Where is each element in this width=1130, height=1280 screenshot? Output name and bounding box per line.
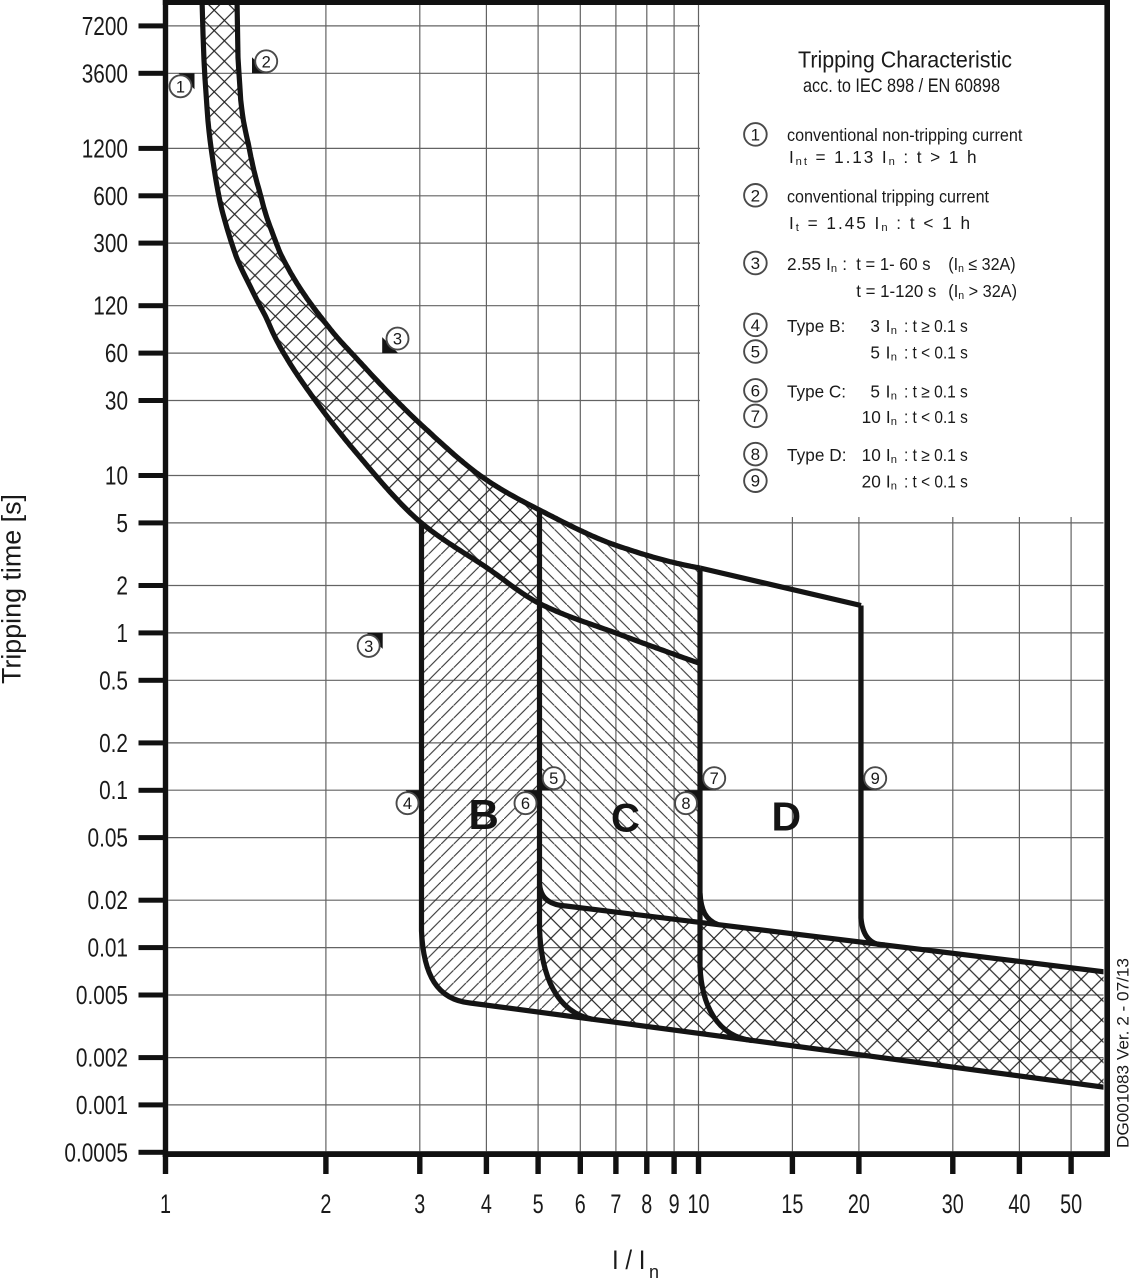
svg-text:Tripping time [s]: Tripping time [s]	[0, 494, 27, 684]
svg-text:7200: 7200	[82, 11, 128, 41]
svg-text:t = 1- 60 s: t = 1- 60 s	[856, 254, 930, 274]
svg-text:8: 8	[751, 445, 760, 464]
svg-text:: t ≥ 0.1 s: : t ≥ 0.1 s	[904, 445, 968, 465]
svg-text:4: 4	[481, 1189, 492, 1219]
svg-text:(In > 32A): (In > 32A)	[948, 281, 1017, 302]
svg-text:8: 8	[681, 795, 690, 813]
svg-text:120: 120	[93, 291, 128, 321]
svg-text:0.0005: 0.0005	[64, 1137, 128, 1167]
svg-text:600: 600	[93, 181, 128, 211]
svg-text:50: 50	[1060, 1189, 1082, 1219]
svg-text:20 In: 20 In	[862, 472, 897, 493]
svg-text:2: 2	[751, 186, 760, 205]
svg-text:10: 10	[105, 461, 128, 491]
svg-text:3: 3	[414, 1189, 425, 1219]
svg-text:4: 4	[751, 316, 760, 335]
svg-text:6: 6	[751, 381, 760, 400]
svg-text:D: D	[771, 793, 801, 839]
svg-text:300: 300	[93, 228, 128, 258]
svg-text:0.001: 0.001	[76, 1090, 128, 1120]
svg-text:5 In: 5 In	[870, 381, 897, 402]
svg-text:5 In: 5 In	[870, 343, 897, 364]
svg-text:It = 1.45 In : t < 1 h: It = 1.45 In : t < 1 h	[789, 213, 970, 234]
svg-text:5: 5	[116, 508, 128, 538]
svg-text:conventional tripping current: conventional tripping current	[787, 186, 989, 206]
svg-text:conventional non-tripping curr: conventional non-tripping current	[787, 125, 1023, 145]
svg-text:20: 20	[848, 1189, 870, 1219]
svg-text:4: 4	[403, 795, 412, 813]
svg-text:1: 1	[116, 618, 128, 648]
svg-text:7: 7	[751, 407, 760, 426]
svg-text:0.005: 0.005	[76, 980, 128, 1010]
svg-text:5: 5	[533, 1189, 544, 1219]
svg-text:n: n	[649, 1262, 659, 1280]
svg-text:5: 5	[549, 770, 558, 788]
svg-text:0.05: 0.05	[88, 823, 129, 853]
svg-text:2: 2	[262, 53, 271, 71]
svg-text:acc. to IEC 898 / EN 60898: acc. to IEC 898 / EN 60898	[803, 75, 1000, 97]
svg-text:1: 1	[176, 78, 185, 96]
svg-text:10 In: 10 In	[862, 407, 897, 428]
svg-text:30: 30	[942, 1189, 964, 1219]
svg-text:1200: 1200	[82, 133, 128, 163]
svg-text:9: 9	[669, 1189, 680, 1219]
svg-text:: t ≥ 0.1 s: : t ≥ 0.1 s	[904, 316, 968, 336]
svg-text:DG001083 Ver. 2 - 07/13: DG001083 Ver. 2 - 07/13	[1114, 958, 1130, 1148]
svg-text:: t < 0.1 s: : t < 0.1 s	[904, 343, 968, 363]
svg-text:0.2: 0.2	[99, 728, 128, 758]
svg-text:Int = 1.13 In : t > 1 h: Int = 1.13 In : t > 1 h	[789, 147, 977, 168]
svg-text:7: 7	[710, 770, 719, 788]
svg-text:3: 3	[393, 331, 402, 349]
svg-text:6: 6	[521, 795, 530, 813]
svg-text:0.5: 0.5	[99, 665, 128, 695]
svg-text:5: 5	[751, 343, 760, 362]
svg-text:60: 60	[105, 338, 128, 368]
svg-text:0.01: 0.01	[88, 933, 129, 963]
svg-text:15: 15	[781, 1189, 803, 1219]
svg-text:2: 2	[116, 571, 128, 601]
svg-text:1: 1	[751, 125, 760, 144]
svg-text:t = 1-120 s: t = 1-120 s	[856, 281, 936, 301]
svg-text:3600: 3600	[82, 58, 128, 88]
svg-text:(In ≤ 32A): (In ≤ 32A)	[948, 254, 1015, 275]
svg-text:Type C:: Type C:	[787, 381, 846, 401]
svg-text:0.02: 0.02	[88, 885, 129, 915]
svg-text:: t < 0.1 s: : t < 0.1 s	[904, 407, 968, 427]
svg-text:7: 7	[610, 1189, 621, 1219]
svg-text:10: 10	[688, 1189, 710, 1219]
svg-text:Type D:: Type D:	[787, 445, 847, 465]
svg-text:2: 2	[320, 1189, 331, 1219]
svg-text:Type B:: Type B:	[787, 316, 845, 336]
svg-text:B: B	[469, 791, 499, 838]
svg-text:C: C	[611, 797, 640, 841]
svg-text:3: 3	[364, 638, 373, 656]
svg-text:1: 1	[160, 1189, 171, 1219]
svg-text:: t ≥ 0.1 s: : t ≥ 0.1 s	[904, 381, 968, 401]
svg-text:9: 9	[871, 770, 880, 788]
svg-text:10 In: 10 In	[862, 445, 897, 466]
svg-text:: t < 0.1 s: : t < 0.1 s	[904, 472, 968, 492]
svg-text:Tripping Characteristic: Tripping Characteristic	[798, 47, 1012, 73]
svg-text:9: 9	[751, 472, 760, 491]
svg-text:2.55 In :: 2.55 In :	[787, 254, 847, 275]
svg-text:3: 3	[751, 254, 760, 273]
svg-text:8: 8	[641, 1189, 652, 1219]
svg-text:I / I: I / I	[612, 1245, 646, 1275]
svg-text:0.002: 0.002	[76, 1043, 128, 1073]
svg-text:30: 30	[105, 386, 128, 416]
svg-text:0.1: 0.1	[99, 775, 128, 805]
svg-text:40: 40	[1008, 1189, 1030, 1219]
svg-text:3 In: 3 In	[870, 316, 897, 337]
svg-text:6: 6	[575, 1189, 586, 1219]
